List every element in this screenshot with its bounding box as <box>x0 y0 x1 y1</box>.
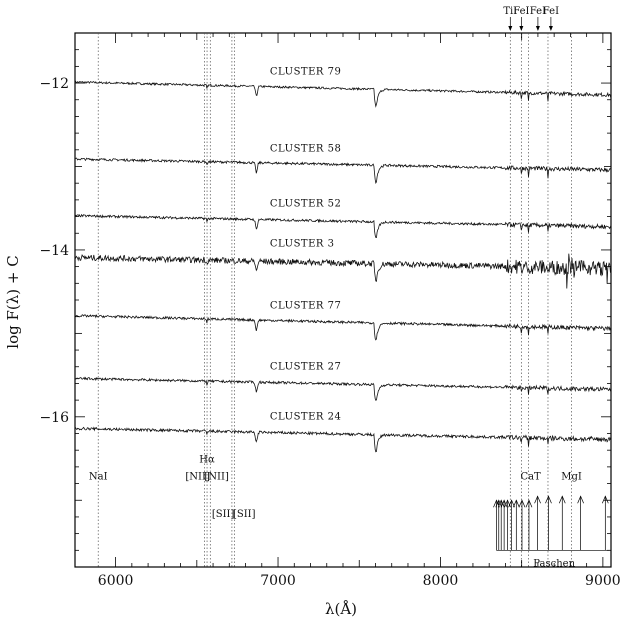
x-tick-label: 8000 <box>423 573 459 589</box>
line-label: CaT <box>520 471 541 482</box>
series-label: CLUSTER 3 <box>270 239 335 250</box>
paschen-arrowhead <box>512 499 520 508</box>
top-line-label: FeI <box>513 6 529 17</box>
top-line-label: FeI <box>530 6 546 17</box>
series-label: CLUSTER 77 <box>270 300 341 311</box>
paschen-arrowhead <box>558 495 566 504</box>
x-tick-label: 9000 <box>585 573 621 589</box>
cluster-labels: CLUSTER 79 CLUSTER 58 CLUSTER 52 CLUSTER 3 C… <box>270 67 341 423</box>
series-label: CLUSTER 27 <box>270 361 341 372</box>
top-arrowhead <box>519 26 524 31</box>
y-tick-label: −12 <box>39 76 69 92</box>
series-line <box>74 253 612 289</box>
series-label: CLUSTER 52 <box>270 199 341 210</box>
axis-ticks: 6000 7000 8000 9000 −12 −14 −16 <box>39 32 621 589</box>
x-axis-title: λ(Å) <box>325 600 357 618</box>
line-label: NaI <box>89 471 108 482</box>
series-line <box>74 213 612 238</box>
line-label: MgI <box>561 471 582 482</box>
plot-frame <box>74 32 612 568</box>
paschen-arrowhead <box>545 495 552 504</box>
series-line <box>74 426 612 453</box>
top-arrowhead <box>535 26 540 31</box>
line-label: [SII] <box>212 509 235 520</box>
paschen-arrowhead <box>525 499 533 508</box>
series-line <box>74 376 612 401</box>
plot-border <box>74 32 612 568</box>
series-label: CLUSTER 24 <box>270 411 341 422</box>
top-arrowhead <box>548 26 553 31</box>
x-tick-label: 6000 <box>98 573 134 589</box>
top-arrowhead <box>508 26 513 31</box>
line-label: [SII] <box>233 509 256 520</box>
series-line <box>74 314 612 341</box>
paschen-arrowhead <box>500 499 508 508</box>
x-tick-label: 7000 <box>260 573 296 589</box>
line-label: Hα <box>199 455 215 466</box>
top-line-label: FeI <box>543 6 559 17</box>
series-label: CLUSTER 79 <box>270 67 341 78</box>
paschen-arrowhead <box>601 495 609 504</box>
paschen-arrowhead <box>518 499 526 508</box>
y-tick-label: −16 <box>39 410 69 426</box>
series-line <box>74 157 612 184</box>
paschen-arrowhead <box>534 495 541 504</box>
y-tick-label: −14 <box>39 243 69 259</box>
line-label: [NII] <box>185 471 210 482</box>
top-line-label: TiI <box>503 6 517 17</box>
series-line <box>74 80 612 108</box>
line-markers <box>97 33 572 567</box>
series-label: CLUSTER 58 <box>270 143 341 154</box>
spectra-series <box>74 80 612 453</box>
line-label: [NII] <box>204 471 229 482</box>
paschen-arrowhead <box>495 499 503 508</box>
paschen-arrowhead <box>497 499 505 508</box>
y-axis-title: log F(λ) + C <box>4 255 22 348</box>
paschen-arrowhead <box>508 499 515 508</box>
paschen-arrowhead <box>577 495 584 504</box>
